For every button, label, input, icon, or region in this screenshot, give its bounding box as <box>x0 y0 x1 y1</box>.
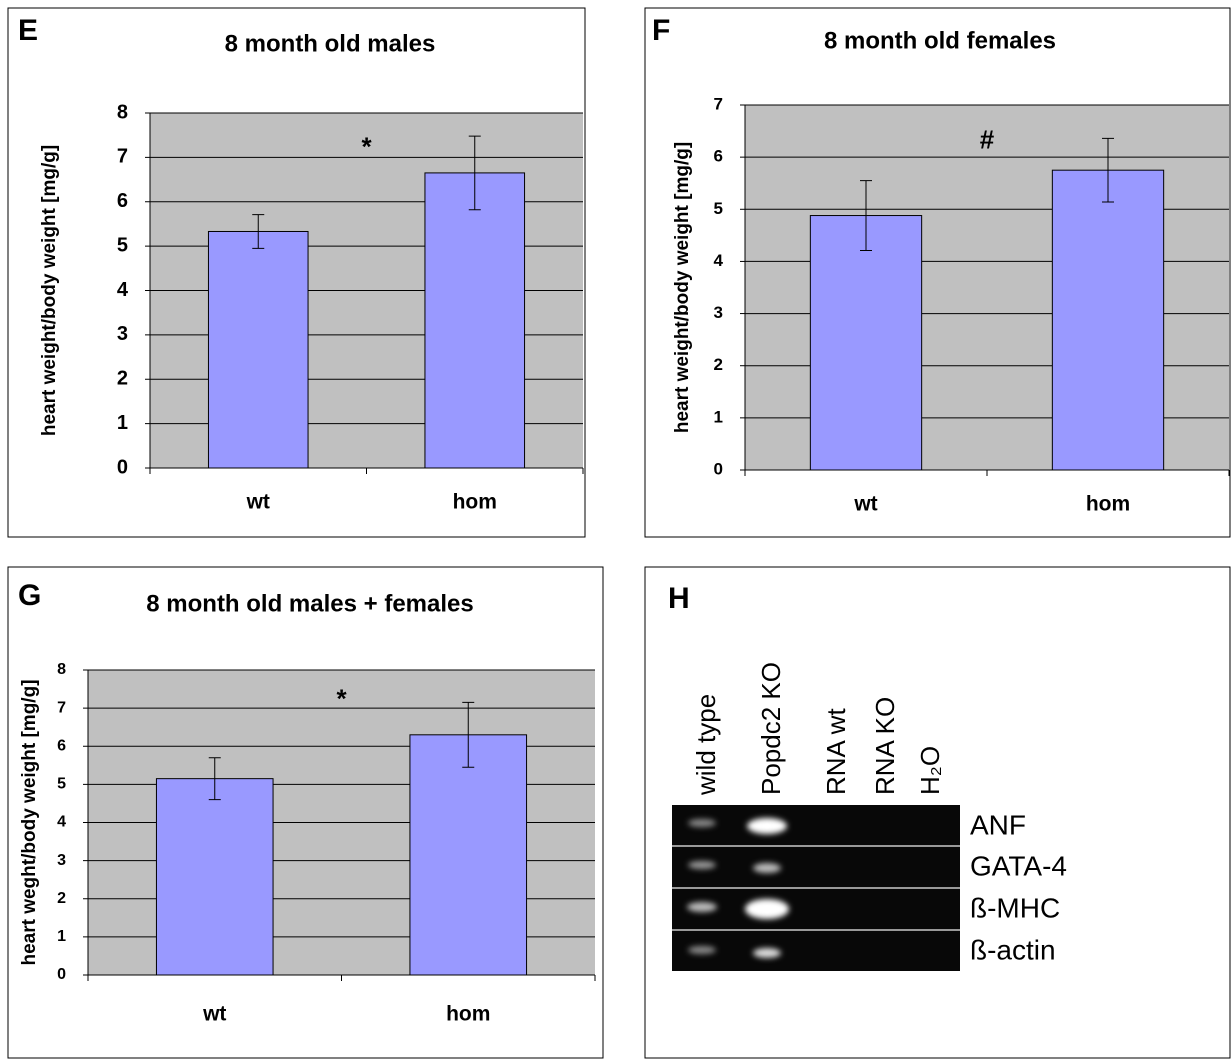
x-tick-label: hom <box>1086 493 1130 516</box>
annotation: * <box>361 131 372 161</box>
y-tick-label: 5 <box>714 199 723 218</box>
y-tick-label: 4 <box>714 251 724 270</box>
lane-label: RNA KO <box>870 697 900 795</box>
annotation: * <box>336 683 347 713</box>
y-tick-label: 5 <box>117 234 128 256</box>
bar <box>156 779 273 975</box>
x-tick-label: wt <box>202 1003 226 1026</box>
gene-label: ANF <box>970 809 1026 840</box>
y-tick-label: 3 <box>714 303 723 322</box>
bar <box>425 173 525 468</box>
bar <box>1052 170 1163 470</box>
y-tick-label: 1 <box>714 407 723 426</box>
chart-title: 8 month old males + females <box>146 590 473 617</box>
bar <box>410 735 527 975</box>
panel-label: G <box>18 579 41 612</box>
figure: H E 8 month old males heart weight/body we… <box>0 0 1231 1059</box>
y-tick-label: 1 <box>57 928 66 945</box>
chart-title: 8 month old males <box>225 30 436 57</box>
gene-label: ß-MHC <box>970 892 1060 923</box>
y-tick-label: 8 <box>117 101 128 123</box>
x-tick-label: wt <box>853 493 877 516</box>
y-tick-label: 7 <box>714 94 723 113</box>
x-tick-label: wt <box>246 491 270 514</box>
lane-label: H₂O <box>915 746 945 795</box>
y-tick-label: 0 <box>57 966 66 983</box>
y-tick-label: 0 <box>714 459 723 478</box>
bar <box>208 231 308 468</box>
y-tick-label: 5 <box>57 776 66 793</box>
y-tick-label: 1 <box>117 412 128 434</box>
gene-label: GATA-4 <box>970 850 1067 881</box>
y-tick-label: 0 <box>117 456 128 478</box>
gene-label: ß-actin <box>970 934 1056 965</box>
y-tick-label: 3 <box>57 852 66 869</box>
y-tick-label: 4 <box>117 279 129 301</box>
y-axis-label: heart weight/body weight [mg/g] <box>672 142 693 433</box>
chart-title: 8 month old females <box>824 27 1056 54</box>
y-tick-label: 3 <box>117 323 128 345</box>
y-tick-label: 7 <box>57 699 66 716</box>
y-axis-label: heart weght/body weight [mg/g] <box>19 679 40 965</box>
panel-label: H <box>668 582 690 615</box>
lane-label: wild type <box>691 694 721 796</box>
y-tick-label: 7 <box>117 146 128 168</box>
y-tick-label: 2 <box>117 368 128 390</box>
y-tick-label: 6 <box>714 147 723 166</box>
x-tick-label: hom <box>446 1003 490 1026</box>
annotation: # <box>980 124 995 154</box>
y-tick-label: 4 <box>57 814 66 831</box>
bar <box>810 216 921 470</box>
lane-label: RNA wt <box>821 708 851 795</box>
lane-label: Popdc2 KO <box>756 662 786 795</box>
y-tick-label: 8 <box>57 661 66 678</box>
y-tick-label: 2 <box>57 890 66 907</box>
y-axis-label: heart weight/body weight [mg/g] <box>39 145 60 436</box>
panel-label: E <box>18 14 38 47</box>
x-tick-label: hom <box>453 491 497 514</box>
y-tick-label: 2 <box>714 355 723 374</box>
panel-label: F <box>652 14 670 47</box>
y-tick-label: 6 <box>57 737 66 754</box>
y-tick-label: 6 <box>117 190 128 212</box>
